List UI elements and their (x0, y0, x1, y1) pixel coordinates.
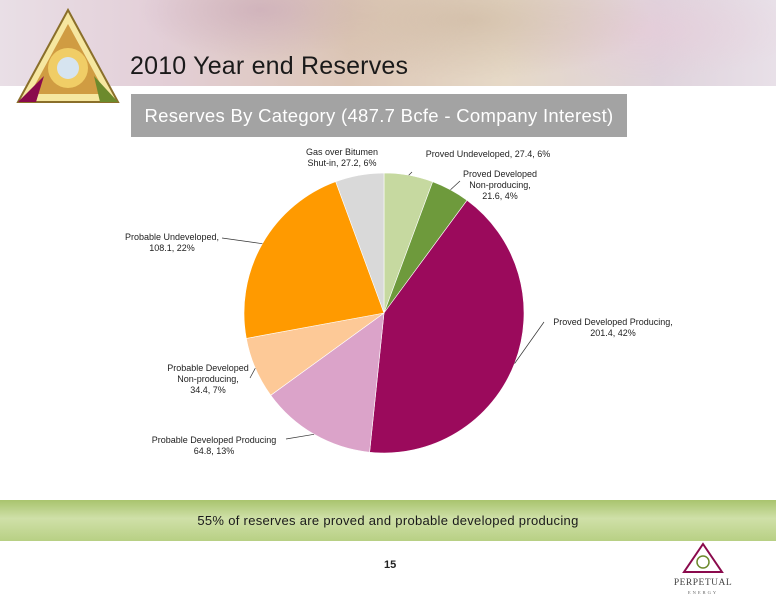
pie-slice (369, 199, 525, 454)
slice-label-line: Proved Developed (463, 169, 537, 179)
page-title: 2010 Year end Reserves (130, 52, 409, 80)
footer-logo-name: PERPETUAL (673, 578, 733, 588)
slice-label: Probable Developed Non-producing, 34.4, 7% (167, 363, 249, 395)
slice-label-line: 64.8, 13% (194, 446, 235, 456)
summary-banner-text: 55% of reserves are proved and probable … (197, 513, 579, 528)
slice-label-line: Proved Developed Producing, (553, 317, 673, 327)
slice-label: Probable Developed Producing 64.8, 13% (152, 435, 277, 456)
slice-label: Proved Developed Non-producing, 21.6, 4% (463, 169, 537, 201)
leader-line (514, 321, 545, 364)
perpetual-triangle-logo (16, 7, 120, 103)
slice-label-line: Non-producing, (177, 374, 239, 384)
header-swirl-decoration (0, 0, 776, 86)
slice-label-line: Probable Developed (167, 363, 249, 373)
summary-banner: 55% of reserves are proved and probable … (0, 500, 776, 541)
slice-label-line: Probable Developed Producing (152, 435, 277, 445)
slice-label: Proved Undeveloped, 27.4, 6% (426, 149, 551, 159)
slice-label-line: 108.1, 22% (149, 243, 195, 253)
slice-label: Proved Developed Producing, 201.4, 42% (553, 317, 673, 338)
footer-logo-icon (682, 542, 724, 573)
pie-slice (335, 172, 385, 314)
chart-title-box: Reserves By Category (487.7 Bcfe - Compa… (131, 94, 627, 137)
slice-label: Probable Undeveloped, 108.1, 22% (125, 232, 219, 253)
slice-label-line: Shut-in, 27.2, 6% (307, 158, 376, 168)
slice-label-line: Proved Undeveloped, 27.4, 6% (426, 149, 551, 159)
slice-label-line: Gas over Bitumen (306, 147, 378, 157)
leader-line (408, 171, 413, 176)
slice-label-line: 21.6, 4% (482, 191, 518, 201)
leader-line (285, 433, 315, 440)
slice-label-line: Non-producing, (469, 180, 531, 190)
slice-label-line: 201.4, 42% (590, 328, 636, 338)
slice-label-line: Probable Undeveloped, (125, 232, 219, 242)
slice-label-line: 34.4, 7% (190, 385, 226, 395)
slice-label: Gas over Bitumen Shut-in, 27.2, 6% (306, 147, 378, 168)
page-number: 15 (384, 559, 397, 571)
leader-line (221, 237, 263, 245)
leader-line (450, 180, 461, 191)
footer-logo-tagline: ENERGY (687, 590, 719, 595)
leader-line (249, 368, 256, 379)
